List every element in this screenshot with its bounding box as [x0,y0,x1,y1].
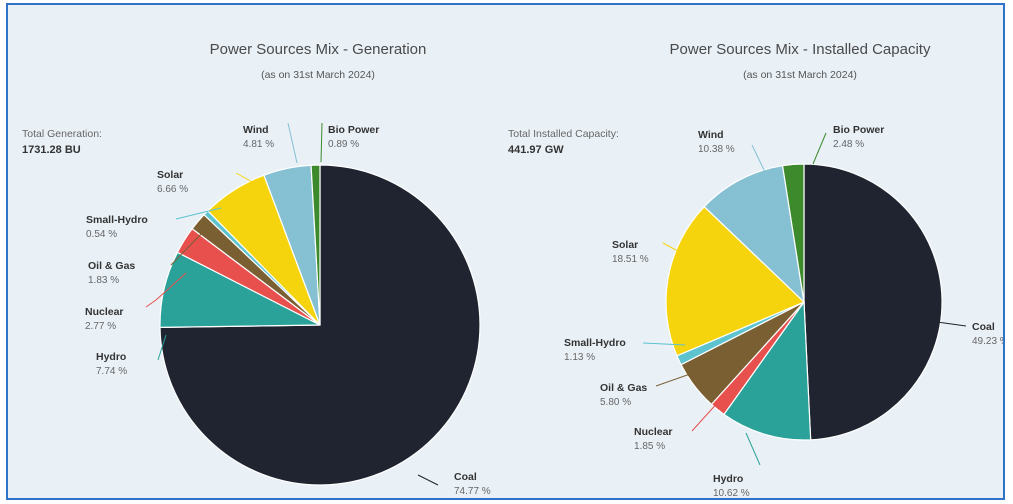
slice-value-wind: 4.81 % [243,139,274,150]
slice-value-coal: 49.23 % [972,336,1005,347]
slice-solar [665,205,806,357]
slice-value-coal: 74.77 % [454,486,491,497]
chart-subtitle: (as on 31st March 2024) [261,69,375,81]
leader-line-nuclear [691,399,721,432]
leader-line-solar [235,172,255,184]
slice-value-solar: 6.66 % [157,184,188,195]
slice-label-solar: Solar [612,239,638,251]
slice-value-nuclear: 1.85 % [634,441,665,452]
leader-line-nuclear [145,272,187,308]
slice-value-small-hydro: 0.54 % [86,229,117,240]
slice-value-oil-gas: 1.83 % [88,275,119,286]
slice-value-bio-power: 2.48 % [833,139,864,150]
slice-value-wind: 10.38 % [698,144,735,155]
slice-label-bio-power: Bio Power [833,124,884,136]
pie-charts: Power Sources Mix - Generation (as on 31s… [22,41,1005,499]
total-label: Total Installed Capacity: [508,128,619,140]
slice-value-bio-power: 0.89 % [328,139,359,150]
slice-label-small-hydro: Small-Hydro [86,214,148,226]
leader-line-bio-power [812,132,827,165]
leader-line-hydro [157,334,167,361]
leader-line-coal [936,321,967,327]
total-value: 1731.28 BU [22,144,81,156]
slice-label-wind: Wind [698,129,724,141]
slice-label-solar: Solar [157,169,183,181]
slice-value-nuclear: 2.77 % [85,321,116,332]
slice-value-hydro: 7.74 % [96,366,127,377]
slice-bio-power [781,163,805,303]
slice-hydro [723,300,812,441]
chart-title: Power Sources Mix - Installed Capacity [670,41,931,58]
total-label: Total Generation: [22,128,102,140]
slice-coal [803,163,943,441]
pie-chart-1 [145,122,481,486]
leader-line-bio-power [320,122,323,163]
slice-value-small-hydro: 1.13 % [564,352,595,363]
total-value: 441.97 GW [508,144,564,156]
slice-label-hydro: Hydro [713,473,743,485]
leader-line-solar [662,242,695,261]
slice-label-coal: Coal [972,321,995,333]
pie-chart-2 [642,132,967,466]
leader-line-wind [751,144,766,173]
chart-title: Power Sources Mix - Generation [210,41,427,58]
slice-value-hydro: 10.62 % [713,488,750,499]
slice-label-oil-gas: Oil & Gas [88,260,135,272]
slice-label-hydro: Hydro [96,351,126,363]
leader-line-small-hydro [175,207,222,220]
slice-label-nuclear: Nuclear [85,306,124,318]
slice-label-coal: Coal [454,471,477,483]
slice-label-oil-gas: Oil & Gas [600,382,647,394]
chart-frame: Power Sources Mix - Generation (as on 31s… [6,3,1005,500]
leader-line-oil-gas [655,372,694,387]
slice-value-solar: 18.51 % [612,254,649,265]
leader-line-coal [417,474,439,486]
slice-label-wind: Wind [243,124,269,136]
leader-line-hydro [745,432,761,466]
slice-bio-power [310,164,321,326]
leader-line-oil-gas [170,230,205,266]
slice-wind [703,164,805,304]
slice-label-bio-power: Bio Power [328,124,379,136]
chart-subtitle: (as on 31st March 2024) [743,69,857,81]
slice-value-oil-gas: 5.80 % [600,397,631,408]
leader-line-wind [287,122,298,164]
slice-label-small-hydro: Small-Hydro [564,337,626,349]
leader-line-small-hydro [642,342,686,346]
slice-label-nuclear: Nuclear [634,426,673,438]
